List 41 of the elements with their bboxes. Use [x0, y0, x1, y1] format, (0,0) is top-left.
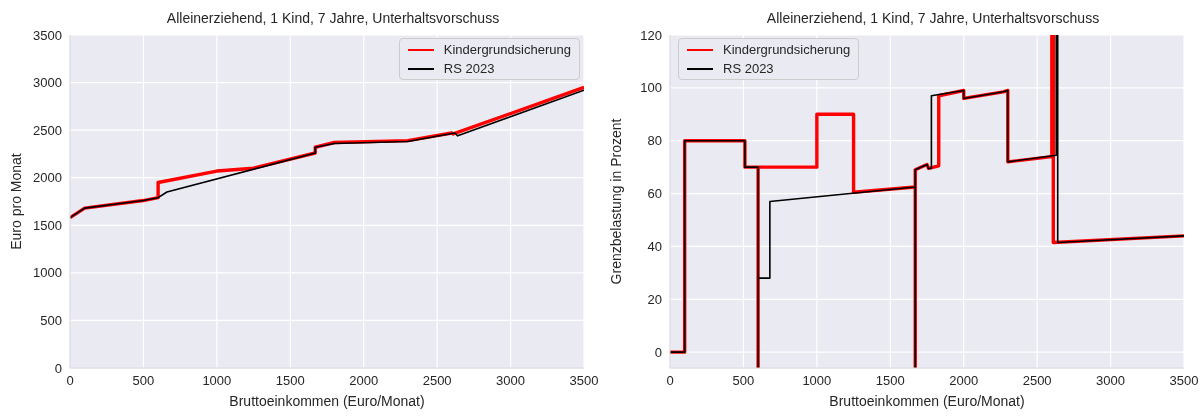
x-tick-label: 0 [666, 373, 674, 389]
x-tick-label: 3000 [1096, 373, 1126, 389]
y-tick-label: 120 [640, 27, 662, 43]
chart-title: Alleinerziehend, 1 Kind, 7 Jahre, Unterhaltsvorschuss [765, 10, 1101, 26]
x-tick-label: 1000 [802, 373, 832, 389]
x-tick-label: 500 [132, 373, 155, 389]
x-tick-label: 1000 [202, 373, 232, 389]
y-tick-label: 3000 [33, 75, 62, 91]
x-tick-label: 1500 [875, 373, 905, 389]
y-tick-label: 0 [654, 344, 662, 360]
x-tick-label: 2000 [949, 373, 979, 389]
legend-label: RS 2023 [443, 60, 495, 78]
y-tick-label: 1500 [33, 217, 62, 233]
legend-label: RS 2023 [723, 60, 774, 78]
x-axis-title: Bruttoeinkommen (Euro/Monat) [229, 393, 425, 409]
y-tick-label: 40 [647, 239, 662, 255]
y-axis-title: Grenzbelastung in Prozent [607, 118, 624, 285]
x-tick-label: 1500 [275, 373, 305, 389]
y-tick-label: 1000 [33, 265, 62, 281]
x-tick-label: 2500 [1022, 373, 1052, 389]
x-tick-label: 2000 [349, 373, 379, 389]
y-axis-title: Euro pro Monat [7, 153, 24, 250]
x-tick-label: 0 [66, 373, 74, 389]
legend-label: Kindergrundsicherung [443, 41, 571, 59]
x-tick-label: 3500 [569, 373, 599, 389]
y-tick-label: 2000 [33, 170, 62, 186]
legend-label: Kindergrundsicherung [723, 41, 851, 59]
y-tick-label: 500 [40, 313, 62, 329]
x-tick-label: 3000 [496, 373, 526, 389]
y-tick-label: 80 [647, 133, 662, 149]
y-tick-label: 100 [640, 80, 662, 96]
y-tick-label: 60 [647, 186, 662, 202]
x-tick-label: 2500 [422, 373, 452, 389]
x-tick-label: 500 [732, 373, 755, 389]
y-tick-label: 0 [54, 360, 62, 376]
y-tick-label: 2500 [33, 122, 62, 138]
y-tick-label: 3500 [33, 27, 62, 43]
x-axis-title: Bruttoeinkommen (Euro/Monat) [829, 393, 1025, 409]
chart-title: Alleinerziehend, 1 Kind, 7 Jahre, Unterhaltsvorschuss [165, 10, 501, 26]
x-tick-label: 3500 [1169, 373, 1199, 389]
y-tick-label: 20 [647, 291, 662, 307]
